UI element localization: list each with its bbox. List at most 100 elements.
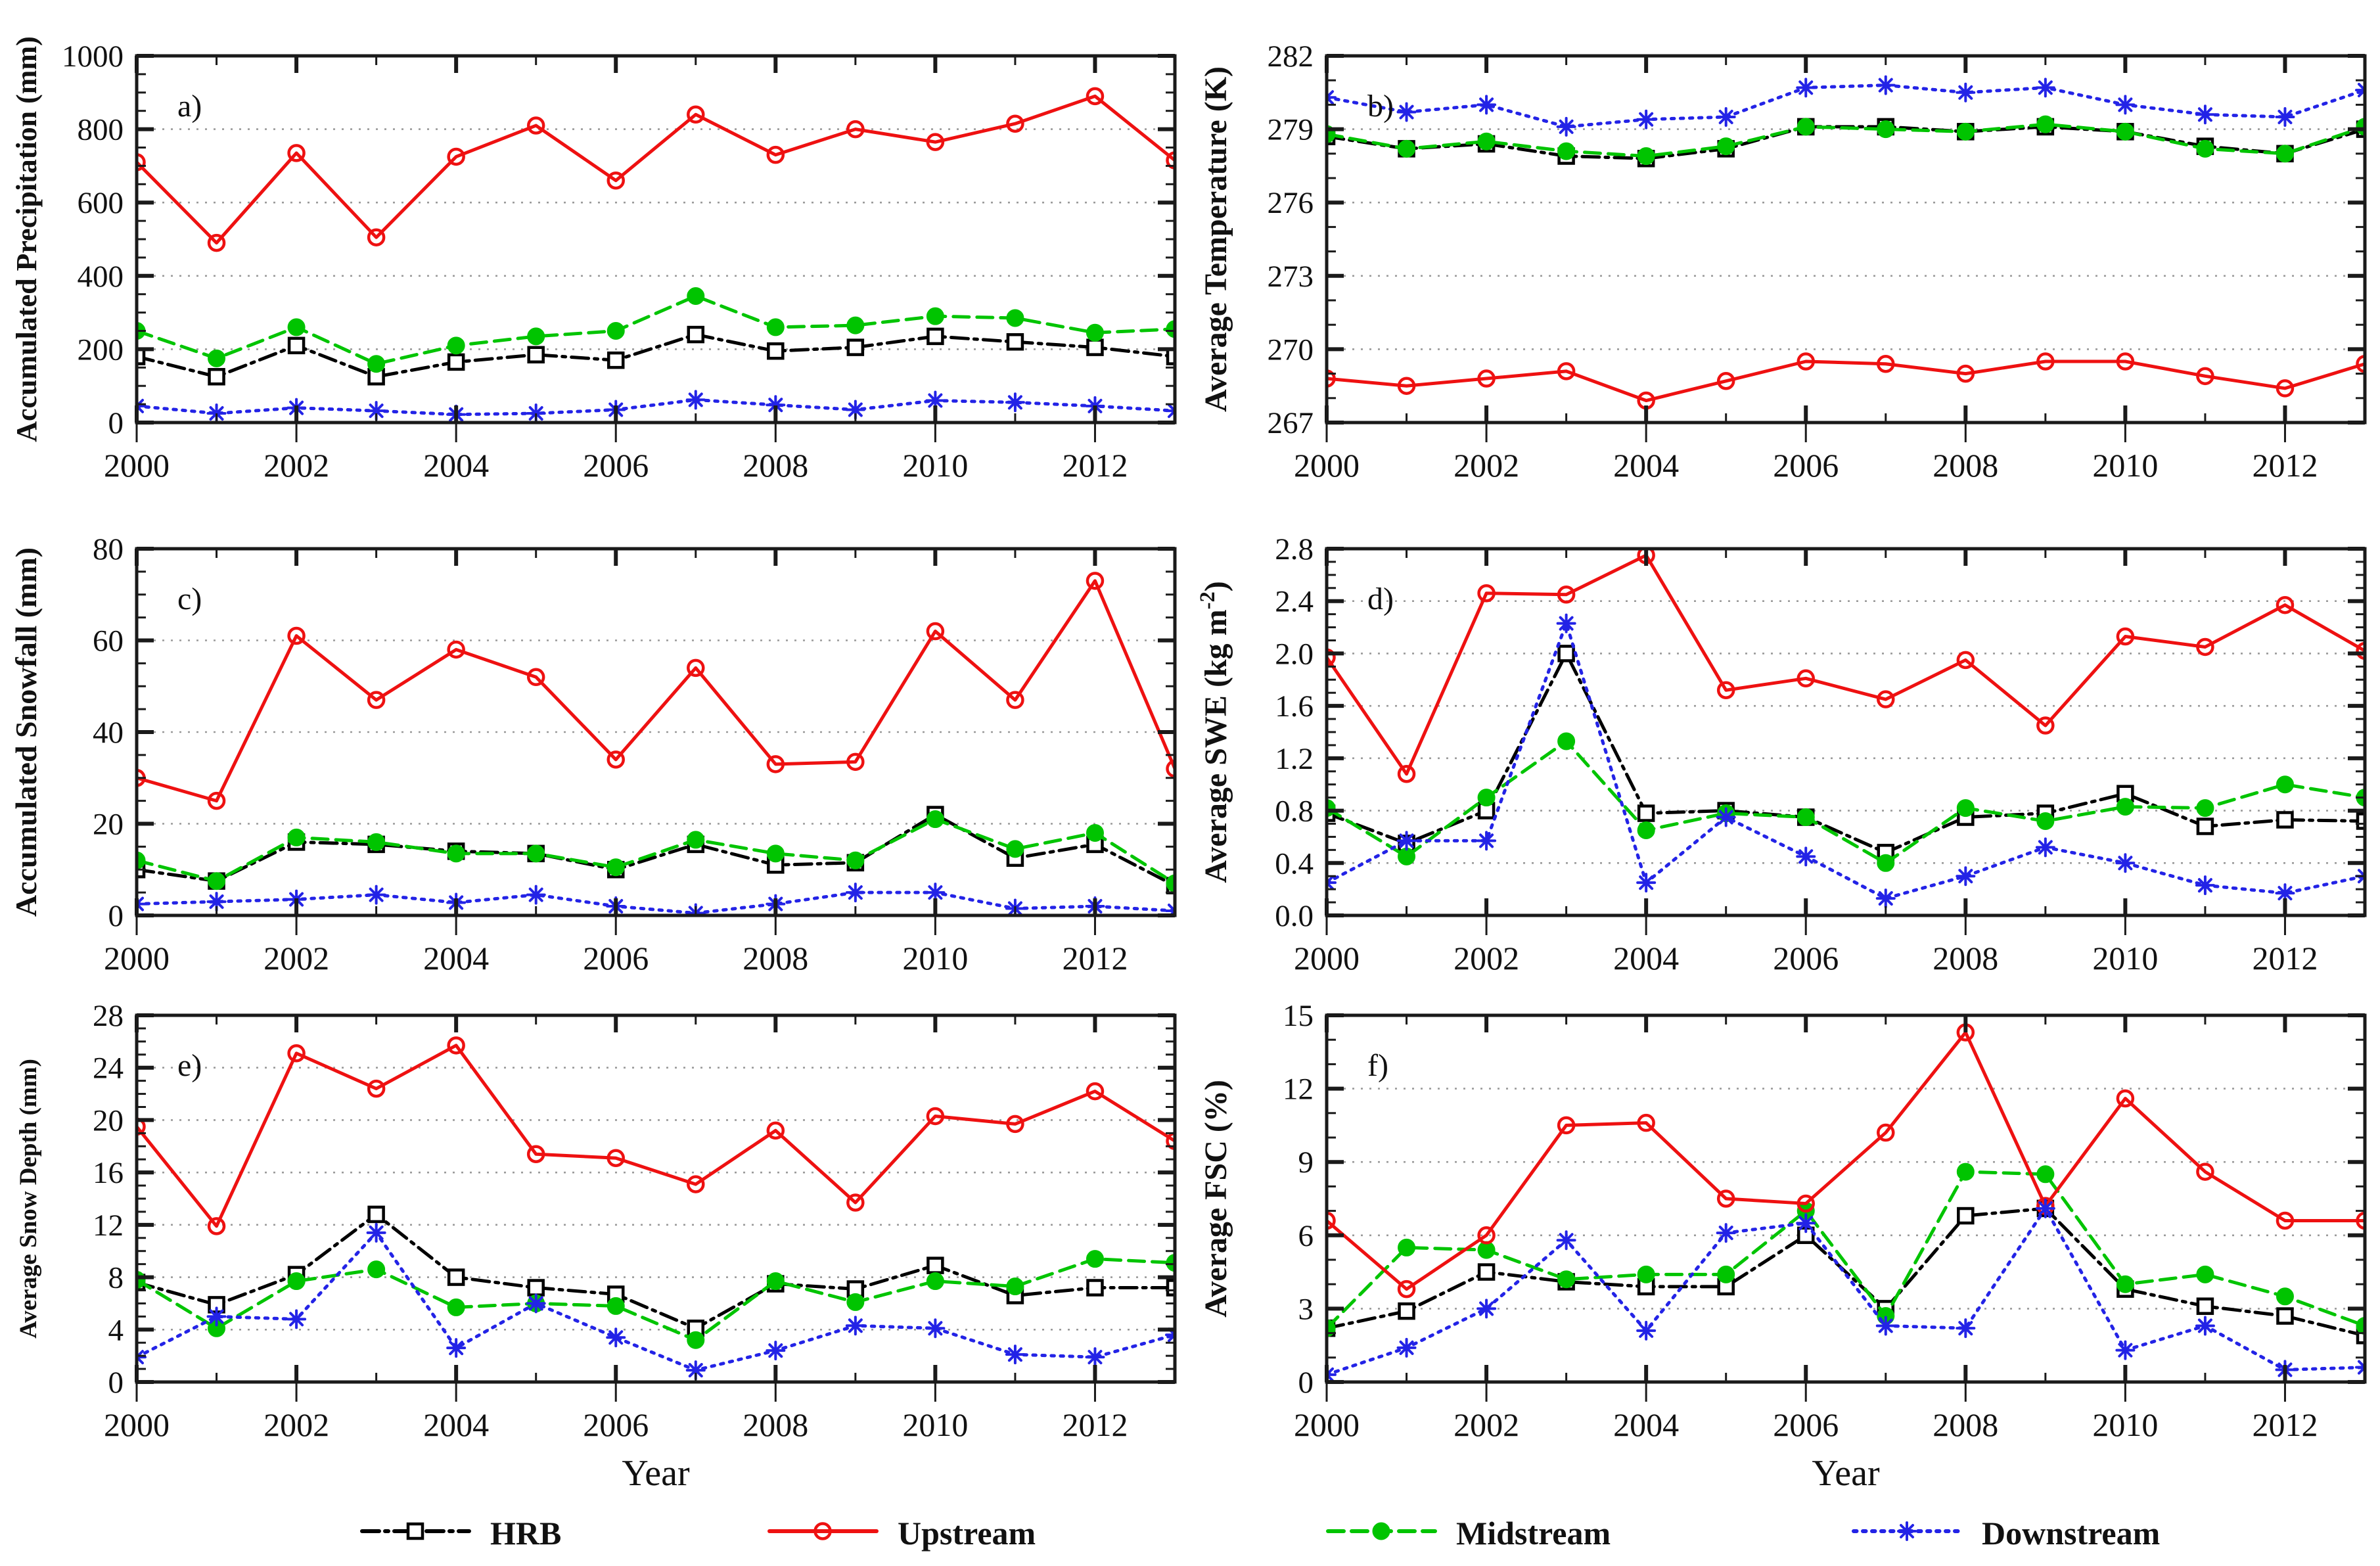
x-axis-title-f: Year bbox=[1812, 1453, 1880, 1494]
panel-precipitation: 0 200 400 600 800 1000 2000 2002 2004 2006 2008 201… bbox=[0, 0, 1190, 503]
axis-tick-labels: 267 270 273 276 279 282 2000 2002 2004 2006 2008 20… bbox=[1268, 39, 2318, 484]
svg-text:3: 3 bbox=[1298, 1292, 1314, 1326]
series-midstream-markers bbox=[135, 810, 1176, 892]
svg-text:2002: 2002 bbox=[1453, 940, 1519, 977]
svg-text:0: 0 bbox=[108, 899, 124, 933]
axis-ticks bbox=[1325, 1013, 2365, 1402]
svg-text:20: 20 bbox=[93, 808, 124, 842]
upstream-line-swatch-icon bbox=[766, 1510, 881, 1555]
svg-text:2.4: 2.4 bbox=[1275, 585, 1314, 619]
svg-text:2000: 2000 bbox=[1294, 447, 1360, 484]
svg-text:2000: 2000 bbox=[104, 447, 170, 484]
series-midstream-markers bbox=[1325, 732, 2366, 872]
svg-text:600: 600 bbox=[78, 186, 124, 220]
series-hrb-line bbox=[1325, 1207, 2366, 1337]
svg-text:2012: 2012 bbox=[1062, 447, 1128, 484]
svg-text:2012: 2012 bbox=[2252, 1406, 2318, 1443]
midstream-swatch-svg bbox=[1326, 1522, 1437, 1540]
chart-e-svg: 0 4 8 12 16 20 24 28 2000 2002 2004 2006 2008 2010 201… bbox=[15, 1005, 1177, 1494]
svg-text:279: 279 bbox=[1268, 113, 1314, 147]
svg-text:0.4: 0.4 bbox=[1275, 846, 1314, 881]
legend-item-upstream: Upstream bbox=[766, 1510, 1036, 1555]
series-upstream-line bbox=[1325, 553, 2366, 776]
svg-text:6: 6 bbox=[1298, 1219, 1314, 1253]
plot-frame bbox=[1325, 54, 2367, 425]
panel-letter-e: e) bbox=[177, 1048, 202, 1083]
svg-text:2008: 2008 bbox=[1933, 1406, 1998, 1443]
svg-text:2008: 2008 bbox=[1933, 447, 1998, 484]
svg-text:2000: 2000 bbox=[1294, 940, 1360, 977]
axis-ticks bbox=[1325, 54, 2365, 442]
gridlines bbox=[1327, 128, 2365, 350]
series-hrb-markers bbox=[135, 325, 1176, 386]
svg-text:2006: 2006 bbox=[583, 940, 649, 977]
downstream-swatch-svg bbox=[1852, 1521, 1963, 1541]
y-axis-title-c: Accumulated Snowfall (mm) bbox=[9, 547, 43, 917]
svg-text:16: 16 bbox=[93, 1156, 124, 1190]
x-axis-title-e: Year bbox=[622, 1453, 690, 1494]
axis-ticks bbox=[1325, 547, 2365, 935]
svg-text:2002: 2002 bbox=[263, 447, 329, 484]
svg-text:2010: 2010 bbox=[2092, 447, 2158, 484]
axis-tick-labels: 0.0 0.4 0.8 1.2 1.6 2.0 2.4 2.8 2000 2002 2004 2006… bbox=[1275, 532, 2318, 977]
legend: HRB Upstream Midstream Downstream bbox=[0, 1505, 2380, 1566]
y-axis-title-f: Average FSC (%) bbox=[1199, 1080, 1233, 1318]
svg-text:2004: 2004 bbox=[423, 940, 489, 977]
svg-text:2000: 2000 bbox=[104, 1406, 170, 1443]
panel-letter-d: d) bbox=[1367, 582, 1394, 616]
series-hrb-markers bbox=[135, 1205, 1176, 1337]
plot-frame bbox=[1325, 1013, 2367, 1384]
svg-text:12: 12 bbox=[93, 1209, 124, 1243]
series-downstream-markers bbox=[135, 1222, 1176, 1381]
svg-text:2012: 2012 bbox=[2252, 447, 2318, 484]
svg-text:2012: 2012 bbox=[2252, 940, 2318, 977]
gridlines bbox=[137, 639, 1175, 825]
series-upstream-markers bbox=[135, 572, 1176, 810]
y-axis-title-e: Average Snow Depth (mm) bbox=[15, 1059, 42, 1339]
panel-letter-f: f) bbox=[1367, 1048, 1388, 1083]
axis-ticks bbox=[135, 1013, 1175, 1402]
svg-text:15: 15 bbox=[1283, 1005, 1314, 1033]
svg-text:2.0: 2.0 bbox=[1275, 637, 1314, 671]
series-downstream-line bbox=[1325, 1207, 2366, 1377]
series-upstream-markers bbox=[135, 1036, 1176, 1235]
svg-text:12: 12 bbox=[1283, 1072, 1314, 1107]
svg-text:24: 24 bbox=[93, 1051, 124, 1086]
series-downstream-line bbox=[135, 398, 1176, 417]
y-axis-title-b: Average Temperature (K) bbox=[1199, 66, 1233, 412]
plot-frame bbox=[135, 54, 1177, 425]
svg-text:20: 20 bbox=[93, 1103, 124, 1138]
svg-text:2006: 2006 bbox=[1773, 940, 1839, 977]
series-hrb-line bbox=[135, 1212, 1176, 1330]
series-upstream-markers bbox=[1325, 1023, 2366, 1299]
svg-text:2008: 2008 bbox=[743, 1406, 808, 1443]
series-upstream-line bbox=[135, 579, 1176, 803]
series-midstream-line bbox=[135, 1257, 1176, 1342]
axis-tick-labels: 0 20 40 60 80 2000 2002 2004 2006 2008 2010 2012 bbox=[93, 532, 1128, 977]
y-axis-title-d: Average SWE (kg m-2) bbox=[1196, 581, 1233, 883]
svg-text:28: 28 bbox=[93, 1005, 124, 1033]
panel-letter-c: c) bbox=[177, 582, 202, 616]
svg-text:0: 0 bbox=[108, 1366, 124, 1400]
midstream-line-swatch-icon bbox=[1324, 1510, 1439, 1555]
svg-text:2008: 2008 bbox=[743, 940, 808, 977]
series-midstream-line bbox=[1325, 739, 2366, 865]
chart-a-svg: 0 200 400 600 800 1000 2000 2002 2004 2006 2008 201… bbox=[11, 36, 1177, 484]
panel-letter-b: b) bbox=[1367, 89, 1394, 124]
axis-ticks bbox=[135, 54, 1175, 442]
svg-text:2012: 2012 bbox=[1062, 940, 1128, 977]
series-hrb-markers bbox=[135, 806, 1176, 894]
svg-text:4: 4 bbox=[108, 1313, 124, 1347]
svg-text:2000: 2000 bbox=[1294, 1406, 1360, 1443]
axis-tick-labels: 0 3 6 9 12 15 2000 2002 2004 2006 2008 2010 2012 bbox=[1283, 1005, 2318, 1443]
series-layer bbox=[135, 1036, 1176, 1381]
svg-text:270: 270 bbox=[1268, 333, 1314, 367]
series-upstream-line bbox=[1325, 359, 2366, 403]
svg-text:200: 200 bbox=[78, 333, 124, 367]
svg-text:2008: 2008 bbox=[743, 447, 808, 484]
chart-b-svg: 267 270 273 276 279 282 2000 2002 2004 2006 2008 20… bbox=[1199, 39, 2367, 484]
svg-text:2004: 2004 bbox=[1613, 447, 1679, 484]
svg-text:2004: 2004 bbox=[1613, 1406, 1679, 1443]
legend-label-upstream: Upstream bbox=[898, 1514, 1036, 1552]
series-downstream-markers bbox=[1325, 1198, 2366, 1383]
